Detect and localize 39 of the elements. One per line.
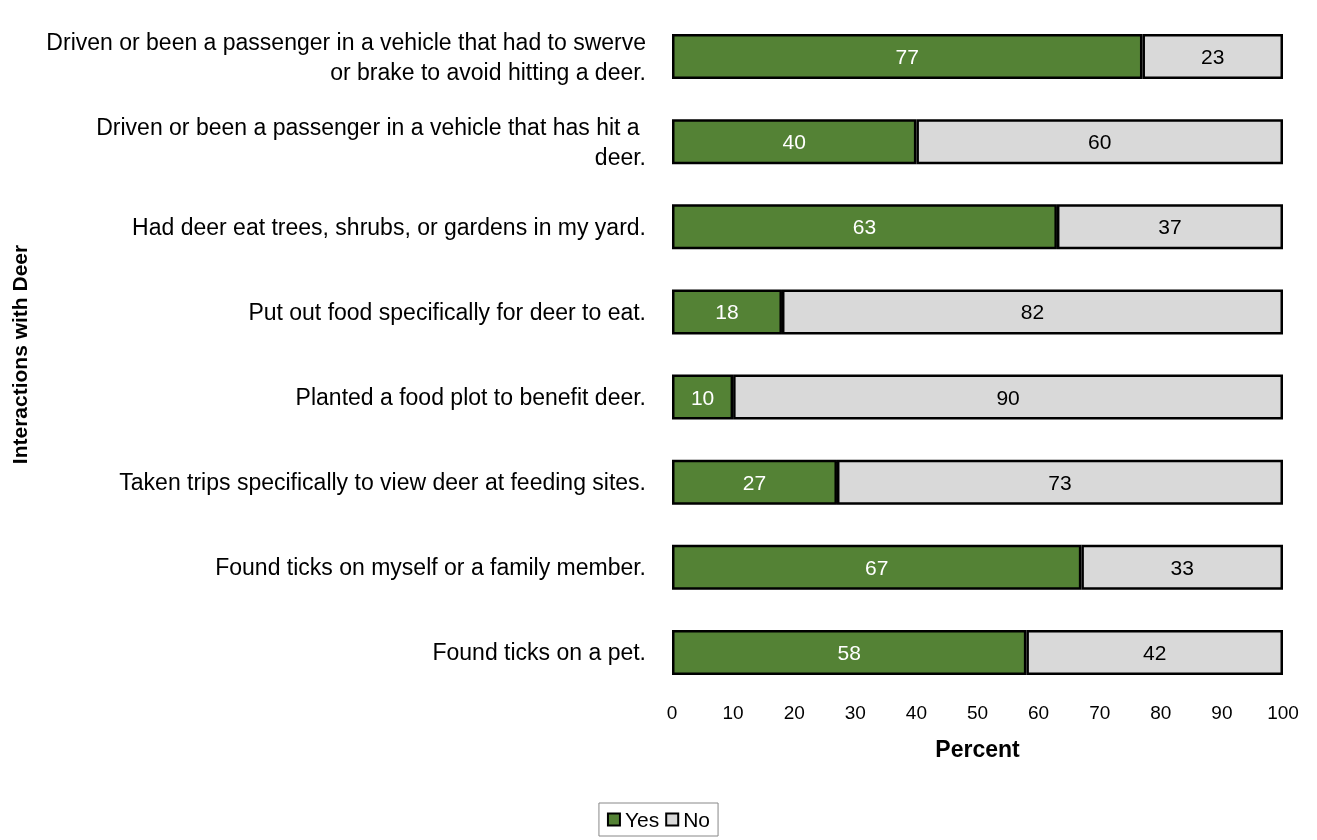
data-label: 33: [1170, 555, 1194, 579]
data-label: 58: [837, 640, 861, 664]
data-label: 10: [690, 385, 715, 409]
y-tick-label: Taken trips specifically to view deer at feeding sites.: [119, 469, 646, 496]
data-label: 42: [1143, 640, 1167, 664]
x-tick-label: 60: [1028, 702, 1050, 723]
y-tick-label: Had deer eat trees, shrubs, or gardens in my yard.: [132, 213, 646, 240]
y-tick-label: Found ticks on a pet.: [432, 639, 646, 666]
x-tick-label: 80: [1150, 702, 1172, 723]
data-label: 37: [1158, 215, 1182, 239]
legend-label: No: [683, 808, 711, 831]
data-label: 67: [865, 555, 889, 579]
x-tick-label: 20: [783, 702, 805, 723]
y-tick-label: Found ticks on myself or a family member.: [215, 554, 646, 581]
y-tick-label: Driven or been a passenger in a vehicle that had to swerve or brake to avoid hitting a deer.: [46, 28, 646, 85]
data-label: 90: [996, 385, 1020, 409]
data-label: 82: [1020, 300, 1045, 324]
data-label: 40: [782, 130, 806, 154]
x-tick-label: 100: [1267, 702, 1299, 723]
data-label: 23: [1201, 45, 1225, 69]
x-tick-label: 30: [844, 702, 866, 723]
data-label: 73: [1048, 470, 1072, 494]
y-tick-label: Put out food specifically for deer to eat.: [248, 298, 646, 325]
x-tick-label: 90: [1211, 702, 1233, 723]
data-label: 60: [1088, 130, 1112, 154]
y-axis-title: Interactions with Deer: [8, 244, 31, 465]
x-tick-label: 70: [1089, 702, 1111, 723]
data-label: 77: [895, 45, 919, 69]
x-tick-label: 40: [905, 702, 927, 723]
y-tick-label: Planted a food plot to benefit deer.: [295, 384, 646, 411]
data-label: 63: [852, 215, 877, 239]
y-tick-label: Driven or been a passenger in a vehicle that has hit a deer.: [96, 113, 646, 170]
x-tick-label: 10: [722, 702, 744, 723]
legend-label: Yes: [624, 808, 660, 831]
data-label: 18: [715, 300, 739, 324]
x-tick-label: 0: [666, 702, 678, 723]
x-tick-label: 50: [966, 702, 989, 723]
x-axis-title: Percent: [935, 735, 1021, 762]
data-label: 27: [742, 470, 767, 494]
